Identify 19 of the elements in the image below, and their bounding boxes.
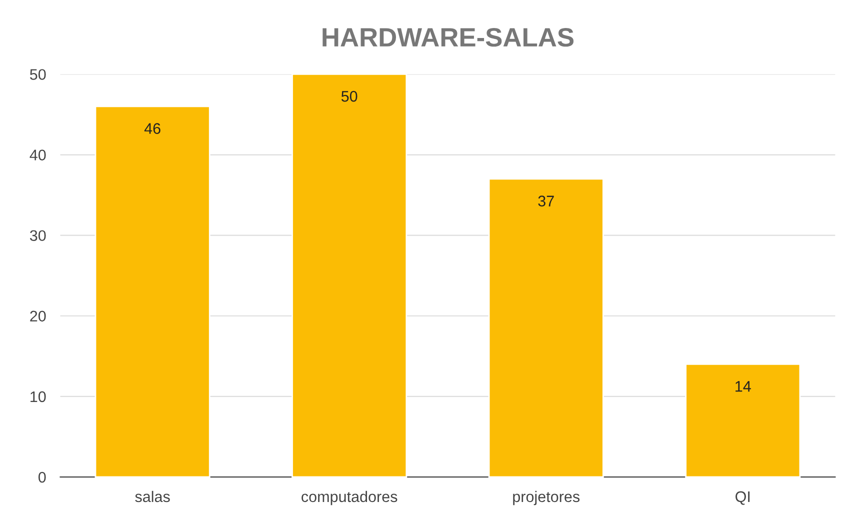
bar — [685, 364, 801, 478]
data-label: 46 — [144, 123, 160, 134]
y-tick-label: 50 — [30, 69, 46, 80]
bar — [488, 178, 604, 478]
y-tick-label: 30 — [30, 230, 46, 242]
x-tick-label: salas — [135, 490, 170, 502]
y-tick-label: 20 — [30, 310, 46, 322]
chart-title: HARDWARE-SALAS — [322, 28, 574, 47]
x-tick-label: computadores — [302, 490, 398, 506]
data-label: 50 — [341, 90, 358, 102]
y-tick-label: 40 — [30, 150, 46, 160]
y-tick-label: 10 — [30, 391, 46, 402]
bar — [292, 74, 408, 478]
x-tick-label: projetores — [513, 490, 580, 506]
bar — [94, 106, 210, 478]
data-label: 14 — [736, 381, 751, 392]
x-tick-label: QI — [736, 491, 750, 505]
y-tick-label: 0 — [38, 472, 46, 483]
data-label: 37 — [538, 196, 554, 206]
